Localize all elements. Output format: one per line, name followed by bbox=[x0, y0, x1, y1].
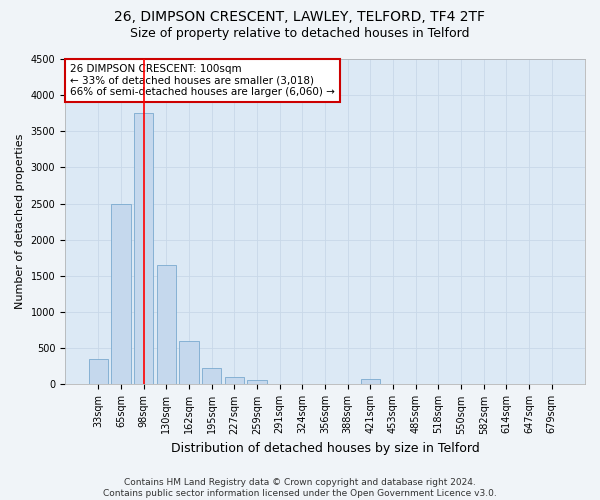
Bar bbox=[112, 204, 131, 384]
Bar bbox=[361, 380, 380, 384]
X-axis label: Distribution of detached houses by size in Telford: Distribution of detached houses by size … bbox=[170, 442, 479, 455]
Bar bbox=[247, 380, 266, 384]
Text: 26, DIMPSON CRESCENT, LAWLEY, TELFORD, TF4 2TF: 26, DIMPSON CRESCENT, LAWLEY, TELFORD, T… bbox=[115, 10, 485, 24]
Bar bbox=[157, 265, 176, 384]
Text: Size of property relative to detached houses in Telford: Size of property relative to detached ho… bbox=[130, 28, 470, 40]
Bar bbox=[224, 377, 244, 384]
Text: Contains HM Land Registry data © Crown copyright and database right 2024.
Contai: Contains HM Land Registry data © Crown c… bbox=[103, 478, 497, 498]
Y-axis label: Number of detached properties: Number of detached properties bbox=[15, 134, 25, 310]
Bar bbox=[89, 359, 108, 384]
Text: 26 DIMPSON CRESCENT: 100sqm
← 33% of detached houses are smaller (3,018)
66% of : 26 DIMPSON CRESCENT: 100sqm ← 33% of det… bbox=[70, 64, 335, 97]
Bar bbox=[134, 113, 153, 384]
Bar bbox=[179, 341, 199, 384]
Bar bbox=[202, 368, 221, 384]
